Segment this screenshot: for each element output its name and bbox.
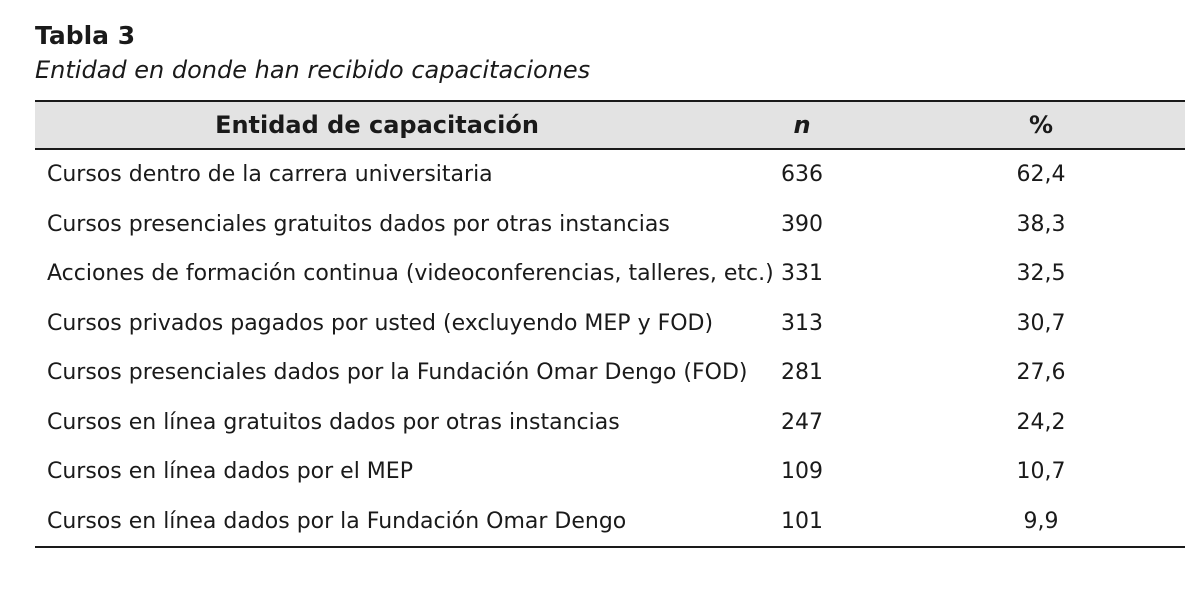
cell-entity: Cursos dentro de la carrera universitari… [47,162,493,188]
cell-entity: Cursos en línea dados por el MEP [47,459,413,485]
header-percent: % [897,100,1185,150]
cell-n: 313 [781,310,823,336]
cell-entity: Cursos privados pagados por usted (exclu… [47,310,714,336]
header-row: Entidad de capacitación n % [35,100,1185,150]
table-row: Cursos dentro de la carrera universitari… [35,149,1185,200]
cell-entity: Cursos en línea dados por la Fundación O… [35,496,707,548]
cell-percent: 62,4 [1016,162,1066,188]
cell-entity: Acciones de formación continua (videocon… [47,261,774,287]
header-n: n [707,100,897,150]
cell-percent: 30,7 [1016,310,1066,336]
cell-percent: 27,6 [1016,360,1066,386]
cell-n: 281 [781,360,823,386]
data-table: Entidad de capacitación n % Cursos dentr… [35,100,1185,548]
cell-n: 101 [707,496,897,548]
table-body: Cursos dentro de la carrera universitari… [35,149,1185,548]
cell-entity: Cursos presenciales dados por la Fundaci… [47,360,748,386]
cell-percent: 9,9 [897,496,1185,548]
table-row: Acciones de formación continua (videocon… [35,249,1185,299]
table-caption: Entidad en donde han recibido capacitaci… [35,56,591,84]
cell-entity: Cursos presenciales gratuitos dados por … [47,211,670,237]
cell-n: 331 [781,261,823,287]
table-row: Cursos en línea dados por el MEP 109 10,… [35,447,1185,497]
cell-n: 247 [781,409,823,435]
table-row: Cursos en línea dados por la Fundación O… [35,496,1185,548]
table-header: Entidad de capacitación n % [35,100,1185,150]
document: Tabla 3 Entidad en donde han recibido ca… [35,20,1185,548]
table-row: Cursos presenciales dados por la Fundaci… [35,348,1185,398]
table-row: Cursos presenciales gratuitos dados por … [35,200,1185,250]
table-number: Tabla 3 [35,21,136,50]
cell-n: 390 [781,211,823,237]
table-row: Cursos privados pagados por usted (exclu… [35,299,1185,349]
cell-percent: 38,3 [1016,211,1066,237]
table-row: Cursos en línea gratuitos dados por otra… [35,398,1185,448]
cell-percent: 24,2 [1016,409,1066,435]
cell-percent: 10,7 [1016,459,1066,485]
cell-percent: 32,5 [1016,261,1066,287]
cell-entity: Cursos en línea gratuitos dados por otra… [47,409,620,435]
header-entity: Entidad de capacitación [35,100,707,150]
cell-n: 636 [781,162,823,188]
cell-n: 109 [781,459,823,485]
